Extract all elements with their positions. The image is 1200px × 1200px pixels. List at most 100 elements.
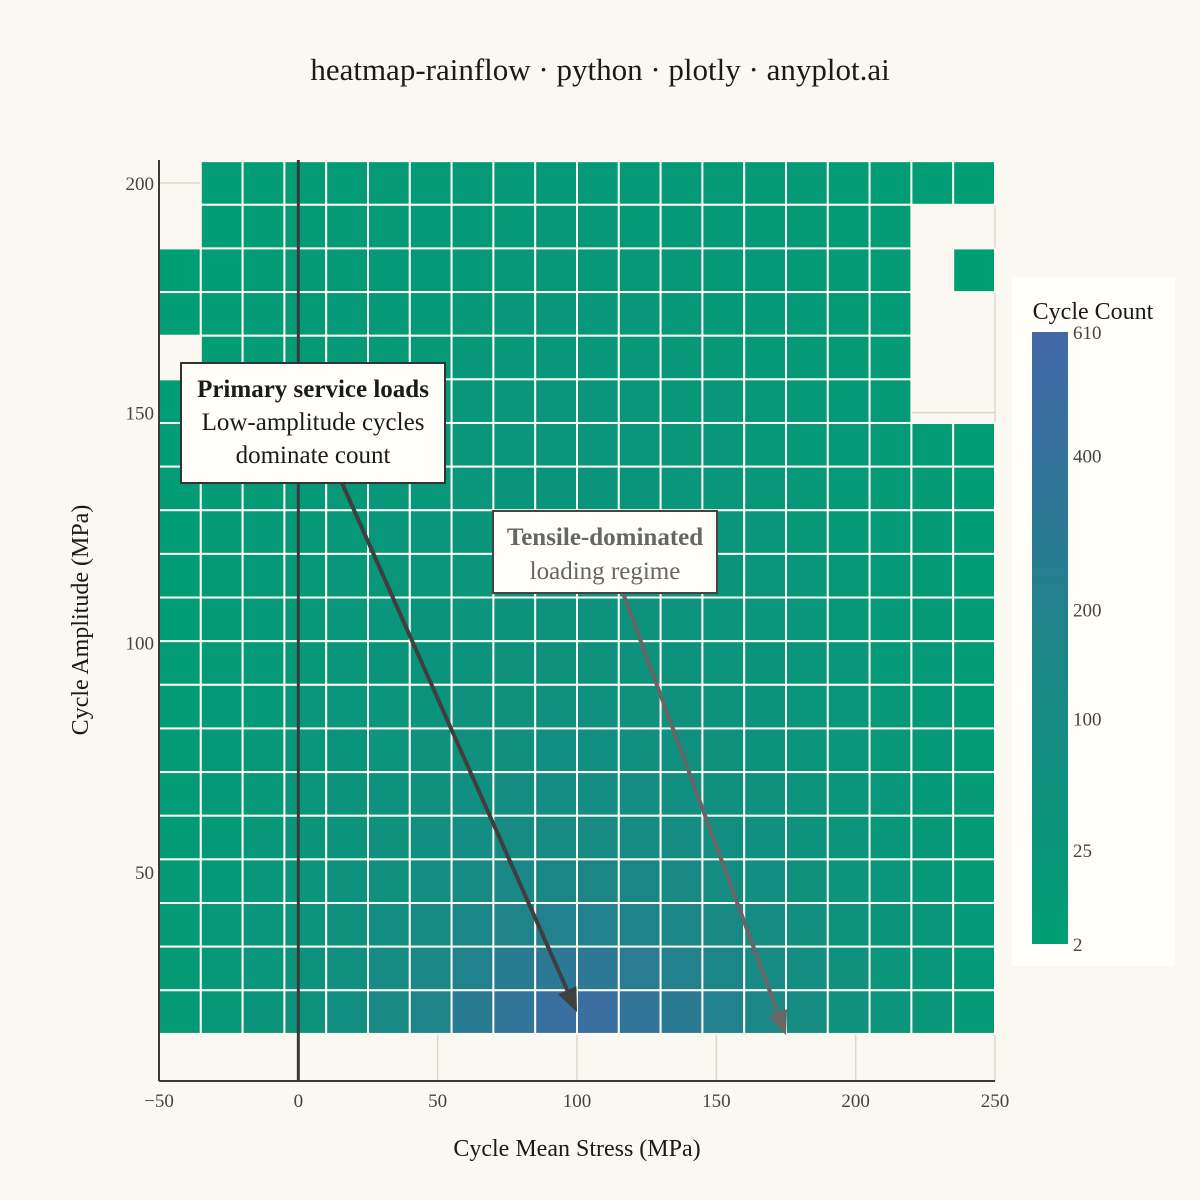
heatmap-cell (367, 683, 411, 730)
heatmap-cell (283, 247, 328, 294)
heatmap-cell (283, 771, 328, 817)
heatmap-cell (534, 683, 579, 730)
heatmap-cell (701, 203, 746, 250)
heatmap-cell (283, 596, 328, 643)
heatmap-cell (576, 902, 620, 948)
heatmap-cell (492, 378, 537, 424)
heatmap-cell (576, 596, 620, 643)
x-tick-label: 0 (294, 1091, 304, 1112)
heatmap-cell (868, 640, 913, 686)
heatmap-cell (450, 814, 495, 861)
heatmap-cell (826, 247, 871, 294)
heatmap-cell (199, 291, 244, 337)
annotation-box (180, 362, 446, 484)
heatmap-cell (408, 552, 453, 599)
heatmap-cell (408, 727, 453, 774)
heatmap-cell (408, 247, 453, 294)
heatmap-cell (826, 421, 871, 468)
heatmap-cell (492, 247, 537, 294)
heatmap-cell (826, 378, 871, 424)
heatmap-cell (785, 465, 829, 512)
heatmap-cell (868, 378, 913, 424)
heatmap-cell (743, 247, 788, 294)
heatmap-cell (910, 814, 955, 861)
heatmap-cell (910, 465, 955, 512)
heatmap-cell (952, 858, 997, 905)
heatmap-cell (952, 247, 997, 294)
heatmap-cell (952, 421, 997, 468)
heatmap-cell (659, 945, 704, 992)
heatmap-cell (325, 640, 370, 686)
heatmap-cell (617, 247, 662, 294)
heatmap-cell (241, 989, 286, 1035)
heatmap-cell (158, 771, 202, 817)
heatmap-cell (158, 902, 202, 948)
heatmap-cell (785, 247, 829, 294)
heatmap-cell (492, 421, 537, 468)
heatmap-cell (492, 203, 537, 250)
heatmap-cell (868, 203, 913, 250)
heatmap-cell (158, 552, 202, 599)
heatmap-cell (868, 160, 913, 206)
heatmap-cell (868, 596, 913, 643)
heatmap-cell (952, 640, 997, 686)
y-tick-label: 100 (126, 633, 155, 654)
heatmap-cell (868, 989, 913, 1035)
heatmap-cell (534, 291, 579, 337)
heatmap-cell (408, 858, 453, 905)
colorbar-tick-label: 610 (1073, 323, 1102, 344)
heatmap-cell (701, 334, 746, 381)
heatmap-cell (701, 945, 746, 992)
heatmap-cell (283, 552, 328, 599)
heatmap-cell (492, 727, 537, 774)
heatmap-cell (659, 291, 704, 337)
heatmap-cell (701, 596, 746, 643)
heatmap-cell (659, 596, 704, 643)
heatmap-cell (450, 509, 495, 555)
heatmap-cell (659, 378, 704, 424)
heatmap-cell (534, 378, 579, 424)
heatmap-cell (743, 334, 788, 381)
heatmap-cell (534, 858, 579, 905)
heatmap-cell (826, 945, 871, 992)
heatmap-cell (576, 858, 620, 905)
heatmap-cell (743, 683, 788, 730)
heatmap-cell (701, 640, 746, 686)
heatmap-cell (617, 465, 662, 512)
heatmap-cell (534, 203, 579, 250)
heatmap-cell (701, 727, 746, 774)
heatmap-cell (450, 552, 495, 599)
heatmap-cell (617, 160, 662, 206)
annotation-arrow (340, 482, 570, 991)
heatmap-cell (952, 509, 997, 555)
heatmap-cell (158, 683, 202, 730)
heatmap-cell (241, 203, 286, 250)
heatmap-cell (325, 771, 370, 817)
heatmap-cell (450, 465, 495, 512)
heatmap-cell (576, 334, 620, 381)
heatmap-cell (868, 465, 913, 512)
heatmap-cell (367, 247, 411, 294)
heatmap-cell (158, 247, 202, 294)
heatmap-cell (785, 421, 829, 468)
y-axis-label: Cycle Amplitude (MPa) (68, 505, 94, 736)
heatmap-cell (492, 596, 537, 643)
heatmap-cell (617, 989, 662, 1035)
heatmap-cell (450, 727, 495, 774)
heatmap-cell (450, 640, 495, 686)
heatmap-cell (743, 203, 788, 250)
heatmap-cell (199, 203, 244, 250)
heatmap-cell (199, 814, 244, 861)
heatmap-cell (576, 421, 620, 468)
heatmap-cell (910, 596, 955, 643)
heatmap-cell (241, 902, 286, 948)
heatmap-cell (659, 989, 704, 1035)
heatmap-cell (325, 509, 370, 555)
heatmap-cell (617, 902, 662, 948)
heatmap-cell (659, 421, 704, 468)
colorbar-tick-label: 400 (1073, 446, 1102, 467)
heatmap-cell (826, 552, 871, 599)
axes (158, 160, 995, 1082)
heatmap-cell (617, 727, 662, 774)
x-tick-label: 150 (702, 1091, 731, 1112)
